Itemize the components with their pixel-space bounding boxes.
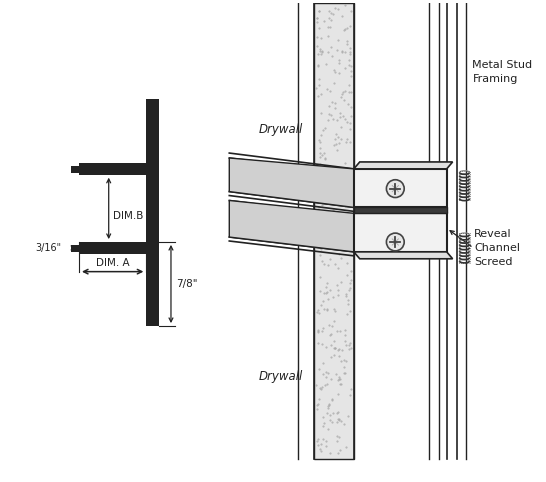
Polygon shape bbox=[354, 214, 447, 252]
Bar bbox=[354, 207, 447, 214]
Polygon shape bbox=[229, 201, 354, 252]
Text: 7/8": 7/8" bbox=[176, 279, 198, 289]
Bar bbox=[79, 163, 146, 175]
Bar bbox=[79, 242, 146, 254]
Polygon shape bbox=[354, 169, 447, 207]
Text: DIM. A: DIM. A bbox=[96, 258, 129, 268]
Bar bbox=[459, 171, 470, 201]
Polygon shape bbox=[229, 158, 354, 207]
Text: Reveal
Channel
Screed: Reveal Channel Screed bbox=[474, 229, 520, 267]
Polygon shape bbox=[354, 252, 453, 259]
Text: Drywall: Drywall bbox=[259, 370, 303, 383]
Text: DIM.B: DIM.B bbox=[112, 211, 143, 221]
Bar bbox=[71, 166, 80, 173]
Polygon shape bbox=[354, 162, 453, 169]
Bar bbox=[459, 233, 470, 263]
Text: Metal Stud
Framing: Metal Stud Framing bbox=[472, 60, 532, 84]
Bar bbox=[146, 99, 159, 326]
Circle shape bbox=[387, 180, 404, 198]
Text: 3/16": 3/16" bbox=[35, 243, 61, 253]
Circle shape bbox=[387, 233, 404, 251]
Bar bbox=[314, 3, 354, 459]
Bar bbox=[71, 245, 80, 252]
Text: Drywall: Drywall bbox=[259, 123, 303, 136]
